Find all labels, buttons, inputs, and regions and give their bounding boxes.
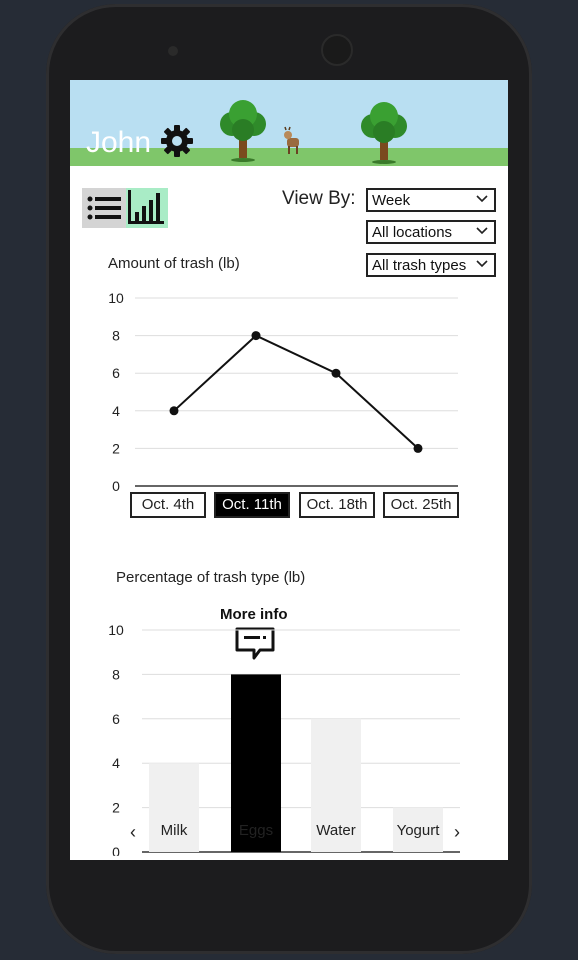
- view-toggle: [82, 188, 168, 228]
- date-button[interactable]: Oct. 4th: [130, 492, 206, 518]
- goat-icon: [284, 126, 299, 154]
- series-line: [173, 334, 419, 450]
- username: John: [86, 126, 152, 159]
- date-button[interactable]: Oct. 18th: [299, 492, 375, 518]
- data-point: [331, 368, 341, 378]
- bar: [149, 763, 199, 852]
- bar-chart: 0 2 4 6 8 10: [108, 622, 460, 856]
- list-icon: [87, 196, 121, 220]
- y-tick-label: 10: [108, 622, 124, 638]
- category-label[interactable]: Eggs: [238, 822, 274, 839]
- data-point: [413, 443, 423, 453]
- date-button[interactable]: Oct. 11th: [214, 492, 290, 518]
- front-camera: [168, 46, 178, 56]
- chevron-down-icon: [476, 260, 488, 268]
- bar-chart-icon: [128, 190, 164, 224]
- category-label[interactable]: Water: [316, 822, 356, 839]
- y-tick-label: 4: [112, 403, 120, 419]
- bar: [393, 807, 443, 852]
- app-screen: John: [70, 80, 508, 860]
- trash-type-value: All trash types: [372, 257, 467, 274]
- y-tick-label: 0: [112, 844, 120, 856]
- next-arrow[interactable]: ›: [454, 822, 460, 842]
- period-value: Week: [372, 192, 411, 209]
- y-tick-label: 2: [112, 800, 120, 816]
- y-tick-label: 8: [112, 328, 120, 344]
- category-label[interactable]: Milk: [160, 822, 188, 839]
- y-tick-label: 6: [112, 711, 120, 727]
- chart-view-button[interactable]: [126, 188, 168, 228]
- chevron-down-icon: [476, 195, 488, 203]
- more-info-label[interactable]: More info: [220, 606, 288, 623]
- y-tick-label: 4: [112, 755, 120, 771]
- y-tick-label: 6: [112, 365, 120, 381]
- bar-chart-title: Percentage of trash type (lb): [116, 569, 306, 586]
- y-tick-label: 2: [112, 440, 120, 456]
- data-point: [251, 331, 261, 341]
- gear-icon[interactable]: [160, 124, 194, 158]
- location-select[interactable]: All locations: [366, 220, 496, 244]
- y-tick-label: 10: [108, 290, 124, 306]
- y-tick-label: 8: [112, 666, 120, 682]
- tree-icon: [361, 102, 407, 164]
- profile-header: John: [70, 80, 508, 166]
- comment-bubble-icon[interactable]: [234, 626, 276, 662]
- bar: [311, 718, 361, 852]
- line-chart: 0 2 4 6 8 10: [108, 290, 458, 494]
- list-view-button[interactable]: [82, 188, 126, 228]
- trash-type-select[interactable]: All trash types: [366, 253, 496, 277]
- y-tick-label: 0: [112, 478, 120, 494]
- data-point: [169, 406, 179, 416]
- earpiece-speaker: [321, 34, 353, 66]
- category-label[interactable]: Yogurt: [396, 822, 440, 839]
- prev-arrow[interactable]: ‹: [130, 822, 136, 842]
- line-chart-title: Amount of trash (lb): [108, 255, 240, 272]
- chevron-down-icon: [476, 227, 488, 235]
- bar: [231, 674, 281, 852]
- period-select[interactable]: Week: [366, 188, 496, 212]
- date-button[interactable]: Oct. 25th: [383, 492, 459, 518]
- location-value: All locations: [372, 224, 453, 241]
- tree-icon: [220, 100, 266, 162]
- view-by-label: View By:: [282, 188, 356, 209]
